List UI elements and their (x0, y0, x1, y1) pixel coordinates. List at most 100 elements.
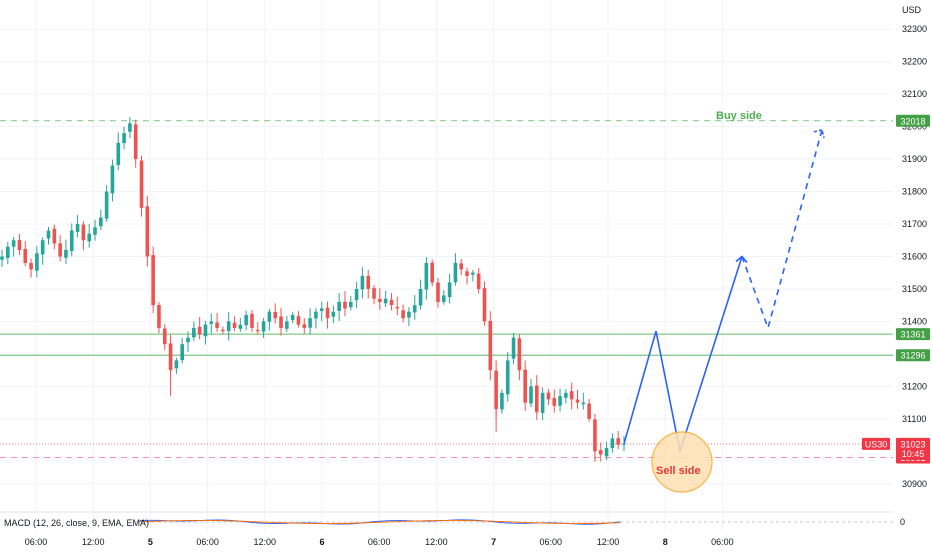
macd-histogram-bar (228, 521, 232, 522)
macd-histogram-bar (468, 521, 472, 522)
macd-histogram-bar (294, 521, 298, 523)
time-tick-label: 12:00 (254, 537, 277, 547)
candle-body (494, 370, 498, 410)
macd-histogram-bar (618, 521, 622, 522)
candle-body (226, 321, 231, 332)
macd-histogram-bar (612, 521, 616, 523)
time-axis[interactable]: 06:00 12:00 5 06:00 12:00 6 06:00 12:00 7 06:00 12… (25, 537, 734, 547)
candle-body (517, 338, 522, 371)
macd-histogram-bar (180, 522, 184, 523)
currency-label: USD (902, 5, 922, 15)
candle-body (128, 123, 132, 132)
macd-histogram-bar (318, 521, 322, 523)
candle-body (116, 142, 121, 166)
macd-histogram-bar (198, 522, 202, 523)
candle-body (29, 262, 33, 270)
candle-body (46, 230, 51, 239)
candle-body (81, 224, 86, 241)
macd-histogram-bar (138, 520, 142, 522)
candle-body (354, 288, 359, 301)
macd-histogram-bar (444, 522, 448, 523)
price-tick-label: 31900 (902, 154, 927, 164)
time-tick-label: 06:00 (711, 537, 734, 547)
macd-histogram-bar (480, 521, 484, 523)
candles (0, 117, 626, 462)
macd-histogram-bar (462, 521, 466, 522)
candle-body (593, 419, 597, 452)
candle-body (168, 343, 173, 371)
macd-histogram-bar (552, 521, 556, 523)
candle-body (139, 160, 144, 208)
candle-body (151, 255, 155, 306)
macd-histogram-bar (312, 521, 316, 523)
macd-histogram-bar (324, 522, 328, 523)
macd-histogram-bar (360, 522, 364, 523)
candle-body (552, 398, 557, 406)
macd-histogram-bar (222, 521, 226, 522)
candle-body (69, 230, 74, 252)
candle-body (383, 298, 388, 304)
candle-body (569, 391, 574, 400)
candle-body (302, 324, 307, 328)
candle-body (343, 301, 347, 309)
macd-histogram-bar (432, 522, 436, 523)
candle-body (360, 275, 365, 290)
macd-histogram-bar (306, 521, 310, 523)
macd-histogram-bar (564, 521, 568, 523)
candle-body (99, 217, 103, 227)
time-tick-label: 06:00 (25, 537, 48, 547)
projection-solid-path (623, 256, 743, 452)
macd-histogram-bar (384, 520, 388, 522)
candle-body (325, 307, 330, 319)
current-price-badge (896, 437, 930, 460)
candle-body (273, 311, 278, 319)
candle-body (122, 133, 126, 144)
price-axis[interactable]: USD 323003220032100320003190031800317003… (902, 5, 927, 489)
candle-body (35, 253, 39, 271)
candle-body (598, 450, 603, 455)
candle-body (500, 392, 504, 410)
candle-body (616, 438, 620, 445)
candle-body (58, 243, 62, 257)
candle-body (575, 399, 580, 403)
macd-histogram-bar (174, 522, 178, 523)
macd-histogram-bar (216, 521, 220, 522)
candle-body (40, 240, 45, 255)
candle-body (267, 311, 272, 322)
macd-histogram-bar (300, 521, 304, 523)
candle-body (441, 295, 446, 302)
time-tick-label: 6 (319, 537, 324, 547)
candle-body (255, 329, 260, 332)
macd-histogram-bar (240, 522, 244, 523)
macd-histogram-bar (474, 521, 478, 522)
macd-histogram-bar (282, 522, 286, 523)
price-tick-label: 32300 (902, 24, 927, 34)
candle-body (238, 324, 243, 329)
macd-histogram-bar (192, 522, 196, 523)
time-tick-label: 06:00 (540, 537, 563, 547)
symbol-badge-label: US30 (865, 439, 888, 449)
candle-body (215, 322, 219, 328)
macd-histogram-bar (366, 521, 370, 523)
candle-body (296, 316, 301, 325)
candle-body (459, 263, 464, 270)
candle-body (471, 272, 475, 275)
candle-body (587, 403, 591, 419)
candle-body (407, 311, 411, 318)
candle-body (348, 301, 353, 308)
candle-body (261, 321, 266, 332)
candle-body (337, 301, 341, 311)
macd-zero-label: 0 (900, 517, 905, 527)
time-tick-label: 12:00 (597, 537, 620, 547)
macd-histogram-bar (162, 521, 166, 523)
candle-body (285, 321, 289, 329)
candle-body (186, 337, 190, 343)
sell-side-zone (651, 431, 713, 493)
macd-histogram-bar (510, 522, 514, 524)
candle-body (203, 324, 208, 337)
candle-body (453, 262, 458, 283)
macd-histogram-bar (600, 522, 604, 523)
macd-histogram-bar (288, 522, 292, 523)
